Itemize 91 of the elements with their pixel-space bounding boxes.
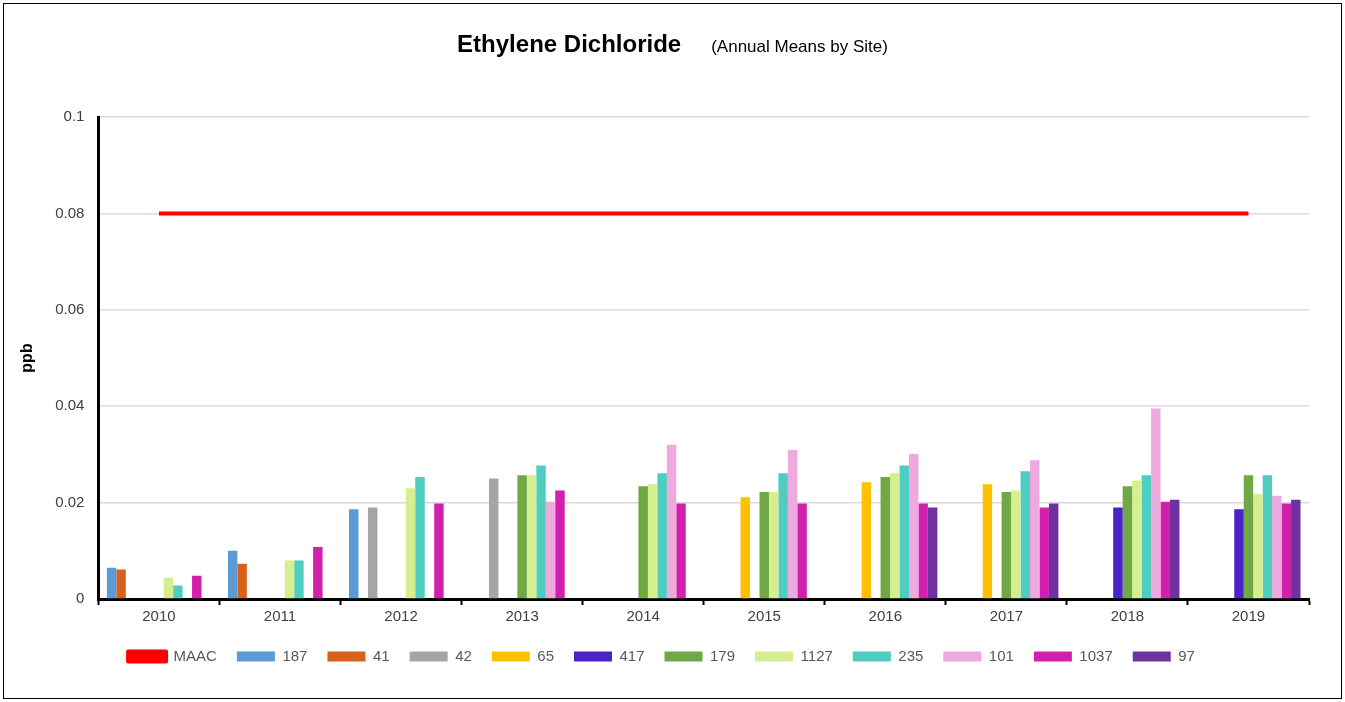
x-tick-label: 2018 — [1110, 607, 1145, 625]
bar — [982, 484, 993, 599]
bar — [759, 492, 769, 599]
bar — [880, 477, 891, 599]
legend-label: 65 — [537, 646, 554, 664]
x-tick-label: 2017 — [989, 607, 1024, 625]
bar — [415, 477, 425, 599]
bar — [1030, 460, 1040, 599]
x-tick-label: 2014 — [626, 607, 660, 625]
bar — [116, 569, 126, 599]
x-tick-label: 2012 — [384, 607, 418, 625]
bar — [1243, 475, 1254, 599]
x-tick-label: 2019 — [1231, 607, 1266, 625]
bar — [173, 585, 183, 599]
legend-label: 1037 — [1079, 646, 1113, 664]
legend-label: 235 — [898, 646, 924, 664]
bar — [1001, 492, 1012, 599]
bar — [1253, 493, 1263, 599]
chart-title: Ethylene Dichloride — [457, 30, 682, 57]
bar — [536, 465, 546, 599]
y-tick-label: 0.06 — [55, 299, 85, 317]
bar — [890, 473, 900, 599]
bar — [434, 503, 444, 599]
x-tick-label: 2010 — [142, 607, 176, 625]
bar — [1151, 408, 1161, 599]
bar — [545, 501, 556, 599]
bar — [488, 478, 499, 599]
x-tick-label: 2015 — [747, 607, 781, 625]
bar — [908, 453, 919, 599]
bar — [1272, 495, 1282, 599]
legend-label: 179 — [710, 646, 736, 664]
bar — [555, 490, 565, 599]
bar — [227, 550, 238, 599]
bar — [1132, 480, 1142, 599]
y-axis-title: ppb — [18, 343, 36, 373]
bar — [1170, 499, 1180, 599]
bar — [163, 577, 174, 599]
bar — [927, 507, 938, 599]
y-tick-label: 0 — [76, 589, 85, 607]
x-tick-label: 2011 — [263, 607, 297, 625]
chart-subtitle: (Annual Means by Site) — [711, 37, 888, 56]
bar — [778, 473, 788, 599]
bar — [1113, 507, 1123, 599]
bar — [740, 497, 751, 599]
legend-label: 187 — [282, 646, 308, 664]
bar — [1011, 490, 1021, 599]
bar — [1291, 499, 1301, 599]
legend-label: 41 — [372, 646, 390, 664]
y-tick-label: 0.08 — [55, 203, 85, 221]
bar — [1122, 486, 1133, 599]
x-tick-label: 2016 — [868, 607, 902, 625]
bar — [1281, 503, 1292, 599]
bar — [348, 509, 359, 599]
bar — [676, 503, 686, 599]
bar — [1048, 503, 1059, 599]
bar — [647, 484, 658, 599]
bar — [797, 503, 807, 599]
bar — [1020, 471, 1031, 599]
bar — [1141, 475, 1152, 599]
bar — [666, 444, 677, 599]
x-tick-label: 2013 — [505, 607, 539, 625]
bar — [861, 482, 872, 599]
bar — [918, 503, 928, 599]
y-tick-label: 0.04 — [55, 396, 85, 414]
bar — [405, 488, 416, 599]
legend-label: MAAC — [173, 646, 218, 664]
legend-label: 417 — [619, 646, 645, 664]
bar — [787, 450, 798, 599]
bar — [768, 492, 779, 599]
bar — [1039, 507, 1049, 599]
y-tick-label: 0.1 — [63, 107, 85, 125]
bar — [517, 475, 527, 599]
bar — [106, 567, 117, 599]
bar — [1160, 501, 1170, 599]
bar — [237, 563, 247, 599]
bar — [367, 507, 378, 599]
legend-label: 42 — [455, 646, 472, 664]
bar — [1234, 509, 1244, 599]
bar — [294, 560, 304, 599]
bar — [638, 486, 648, 599]
y-tick-label: 0.02 — [55, 492, 85, 510]
bar — [526, 475, 537, 599]
bar — [192, 575, 202, 599]
bar — [657, 473, 667, 599]
bar — [899, 465, 909, 599]
legend-label: 1127 — [800, 646, 833, 664]
bar — [313, 546, 323, 599]
legend-label: 97 — [1178, 646, 1195, 664]
bar — [284, 560, 295, 599]
legend-label: 101 — [988, 646, 1014, 664]
bar — [1262, 475, 1273, 599]
